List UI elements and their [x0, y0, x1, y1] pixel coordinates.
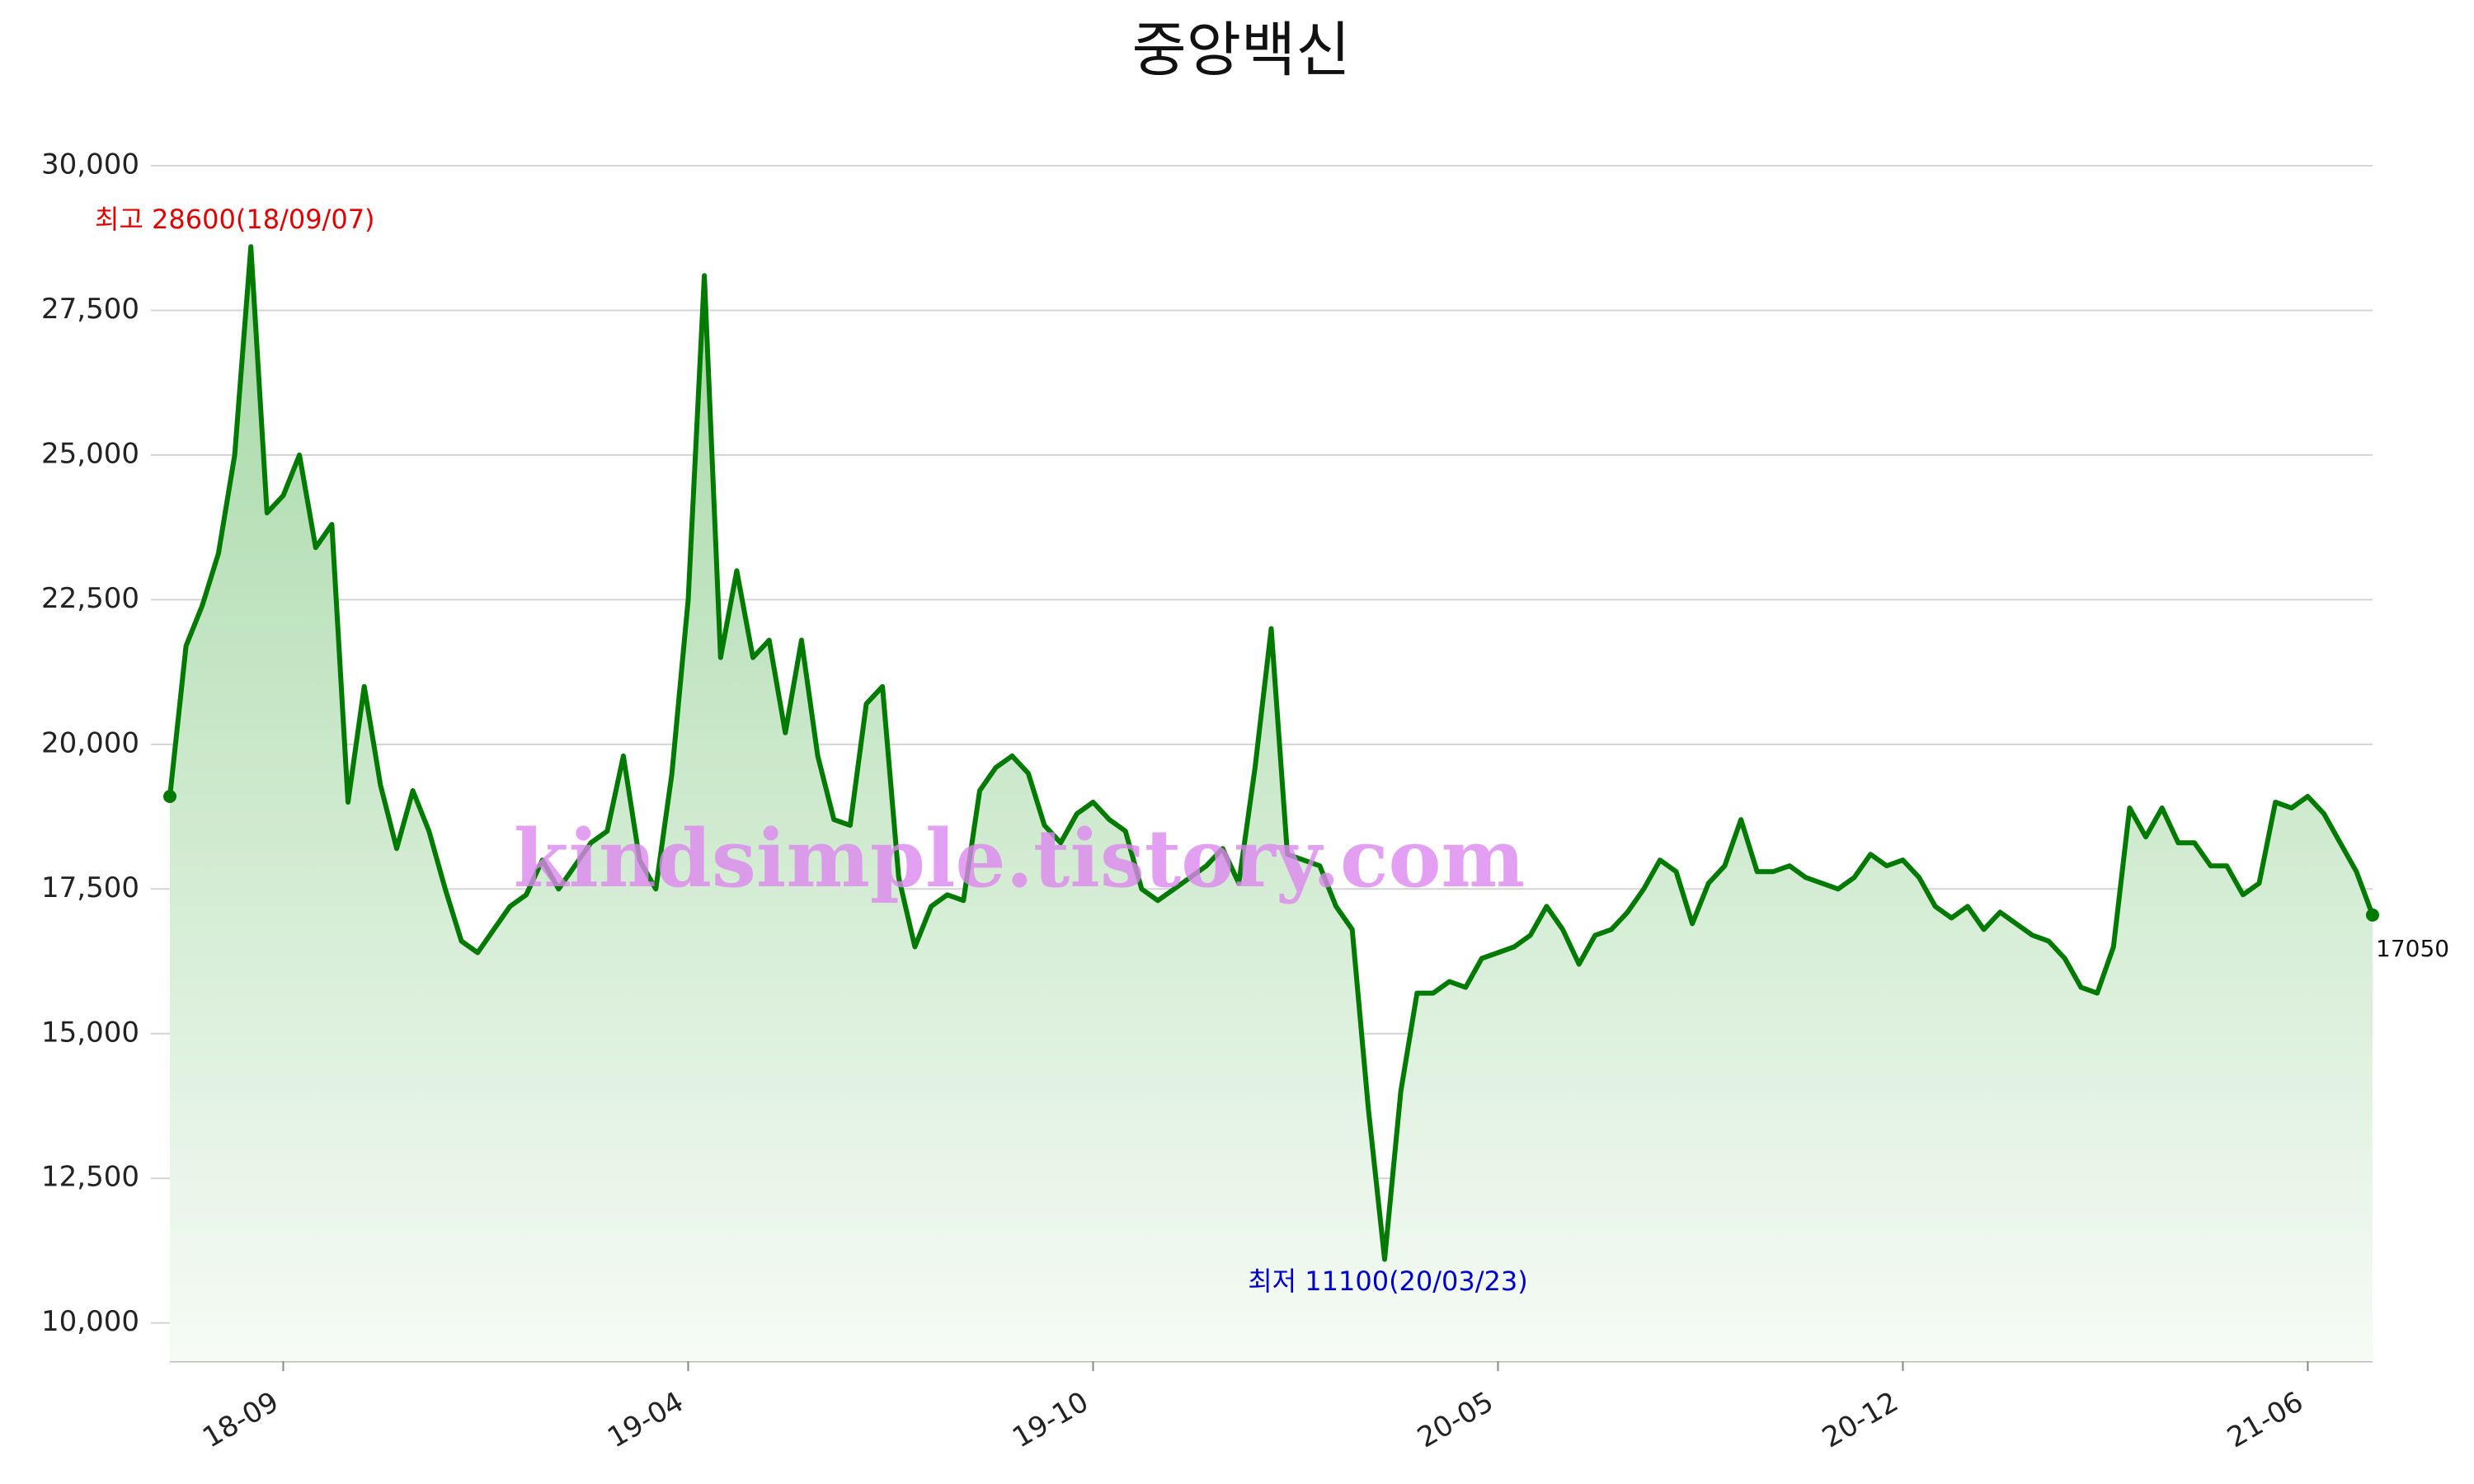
end-point: [163, 790, 176, 804]
x-tick-label: 21-06: [2222, 1385, 2309, 1454]
end-point: [2366, 908, 2379, 922]
y-tick-label: 27,500: [41, 293, 139, 326]
watermark: kindsimple.tistory.com: [514, 812, 1525, 905]
x-tick-label: 20-05: [1412, 1385, 1499, 1454]
x-tick-label: 20-12: [1817, 1385, 1904, 1454]
y-tick-label: 10,000: [41, 1305, 139, 1338]
y-tick-label: 20,000: [41, 726, 139, 759]
area: [170, 247, 2373, 1361]
y-tick-label: 15,000: [41, 1016, 139, 1049]
chart-title: 중앙백신: [1132, 16, 1351, 85]
y-tick-label: 12,500: [41, 1161, 139, 1194]
x-tick-label: 19-10: [1007, 1385, 1094, 1454]
line: [167, 244, 2375, 1262]
x-tick-label: 18-09: [197, 1385, 285, 1454]
low-annotation: 최저 11100(20/03/23): [1248, 1266, 1528, 1297]
high-annotation: 최고 28600(18/09/07): [95, 204, 375, 235]
y-tick-label: 30,000: [41, 148, 139, 181]
y-tick-label: 25,000: [41, 437, 139, 470]
last-annotation: 17050: [2376, 935, 2449, 962]
y-tick-label: 17,500: [41, 871, 139, 904]
y-tick-label: 22,500: [41, 582, 139, 615]
x-tick-label: 19-04: [602, 1385, 689, 1454]
